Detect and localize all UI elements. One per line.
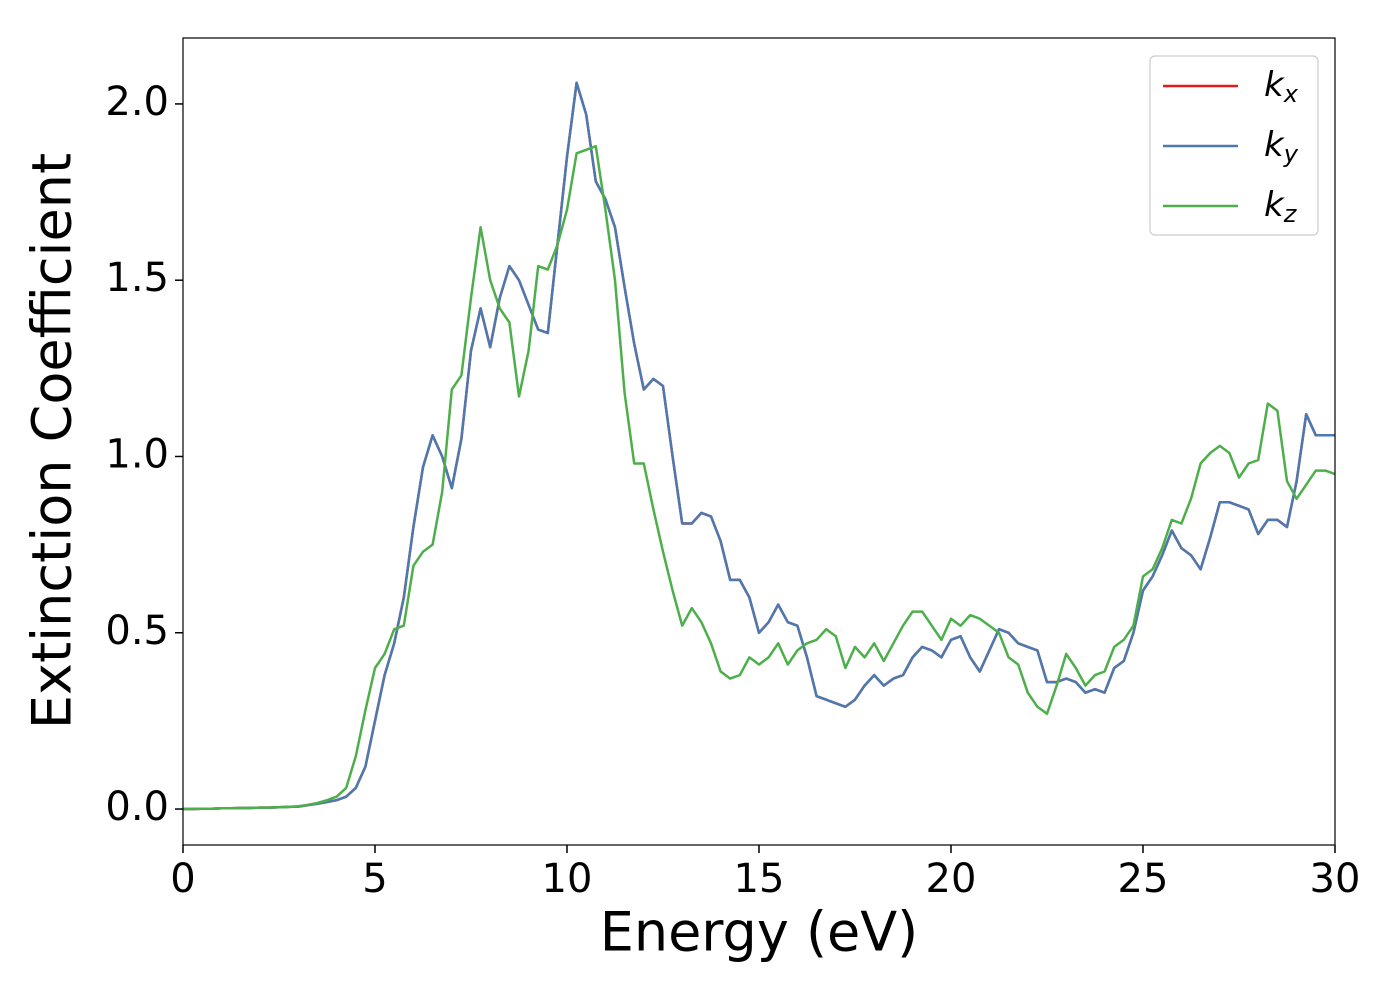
x-axis-label: Energy (eV) [600,901,919,964]
series-line [183,81,1335,811]
legend-label: kz [1264,185,1298,229]
y-tick-label: 0.5 [105,608,169,654]
y-tick-label: 1.0 [105,431,169,477]
y-tick-label: 0.0 [105,784,169,830]
y-tick-label: 2.0 [105,79,169,125]
y-tick-label: 1.5 [105,255,169,301]
x-tick-label: 5 [362,856,387,902]
y-axis-label: Extinction Coefficient [21,153,84,729]
legend-label: ky [1264,125,1299,169]
plot-frame [182,37,1336,846]
legend-label: kx [1264,65,1299,109]
x-tick-label: 30 [1310,856,1361,902]
x-tick-label: 15 [734,856,785,902]
series-line [183,144,1335,811]
x-tick-label: 0 [170,856,195,902]
x-tick-label: 20 [926,856,977,902]
x-tick-label: 25 [1118,856,1169,902]
x-tick-label: 10 [542,856,593,902]
